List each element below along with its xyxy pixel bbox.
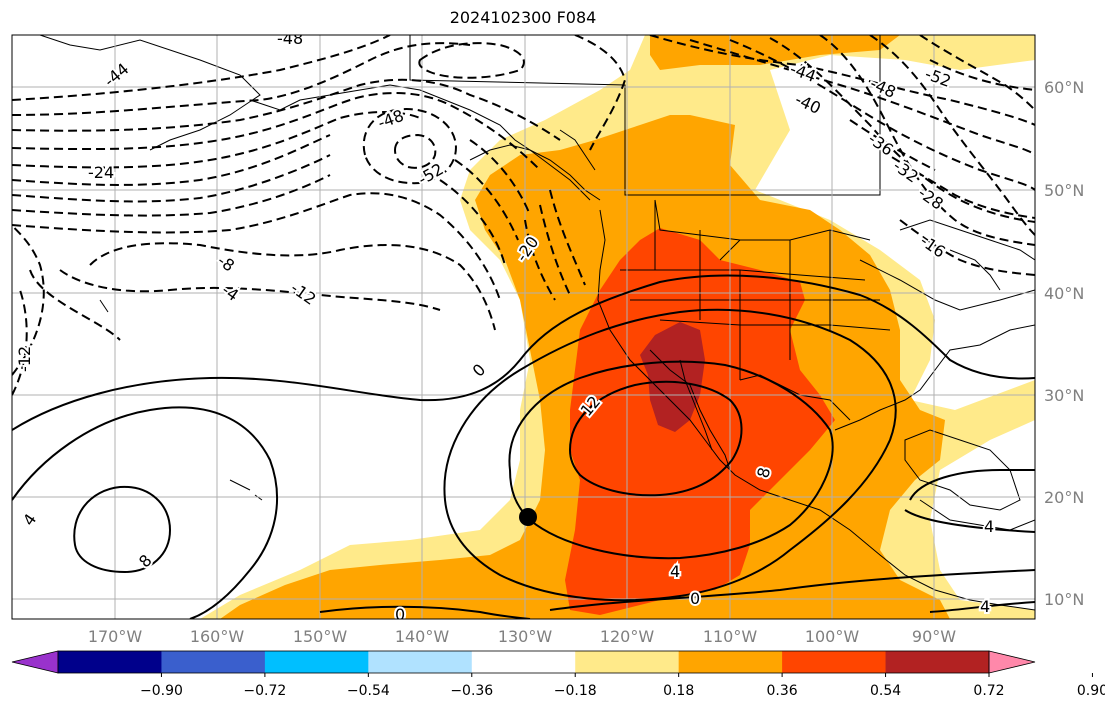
colorbar-tick-label: −0.18: [554, 683, 597, 699]
contour-label: -24: [88, 163, 114, 182]
lat-label: 10°N: [1044, 590, 1084, 609]
colorbar-tick-label: 0.54: [870, 683, 901, 699]
lon-label: 130°W: [498, 627, 553, 646]
colorbar-tick-label: −0.36: [450, 683, 493, 699]
contour-label: 4: [984, 517, 994, 536]
colorbar-bin: [471, 651, 576, 673]
colorbar-tick-label: 0.72: [973, 683, 1004, 699]
lat-label: 40°N: [1044, 284, 1084, 303]
contour-label: 4: [980, 597, 990, 616]
grid-lines: [12, 35, 1035, 619]
fill-0.72: [640, 322, 705, 432]
colorbar-bin: [885, 651, 990, 673]
colorbar-bin: [678, 651, 783, 673]
lon-labels: 170°W 160°W 150°W 140°W 130°W 120°W 110°…: [88, 627, 956, 646]
positive-contours: [12, 274, 1035, 619]
lon-label: 100°W: [805, 627, 860, 646]
contour-label: -48: [277, 29, 303, 48]
contour-label: -12: [15, 346, 34, 372]
lon-label: 90°W: [912, 627, 956, 646]
lon-label: 170°W: [88, 627, 143, 646]
colorbar-extend-high: [988, 650, 1036, 674]
contour-label: 0: [690, 589, 700, 608]
contour-label: 4: [670, 562, 680, 581]
colorbar-outline: [57, 650, 990, 674]
lon-label: 140°W: [395, 627, 450, 646]
lat-label: 60°N: [1044, 78, 1084, 97]
colorbar-bin: [575, 651, 680, 673]
colorbar-bin: [264, 651, 369, 673]
lat-label: 30°N: [1044, 386, 1084, 405]
map-frame: [11, 34, 1036, 620]
contour-label: 0: [395, 605, 405, 624]
negative-contours: [12, 35, 1035, 396]
lon-label: 160°W: [190, 627, 245, 646]
colorbar-tick-label: 0.18: [663, 683, 694, 699]
colorbar-bin: [58, 651, 162, 673]
colorbar-bin: [782, 651, 887, 673]
colorbar-tick-label: −0.90: [140, 683, 183, 699]
colorbar-tick-label: 0.90: [1077, 683, 1105, 699]
colorbar-tick-label: −0.54: [347, 683, 390, 699]
lon-label: 120°W: [600, 627, 655, 646]
lat-labels: 60°N 50°N 40°N 30°N 20°N 10°N: [1044, 78, 1084, 609]
map-title: 2024102300 F084: [449, 8, 597, 27]
lon-label: 150°W: [293, 627, 348, 646]
colorbar-extend-low: [11, 650, 59, 674]
lat-label: 20°N: [1044, 488, 1084, 507]
colorbar-bin: [161, 651, 266, 673]
lat-label: 50°N: [1044, 181, 1084, 200]
lon-label: 110°W: [703, 627, 758, 646]
location-marker: [519, 508, 537, 526]
colorbar-tick-label: −0.72: [243, 683, 286, 699]
colorbar: −0.90 −0.72 −0.54 −0.36 −0.18 0.18 0.36 0.54 0.7…: [11, 650, 1105, 699]
colorbar-bin: [368, 651, 473, 673]
colorbar-tick-label: 0.36: [767, 683, 798, 699]
